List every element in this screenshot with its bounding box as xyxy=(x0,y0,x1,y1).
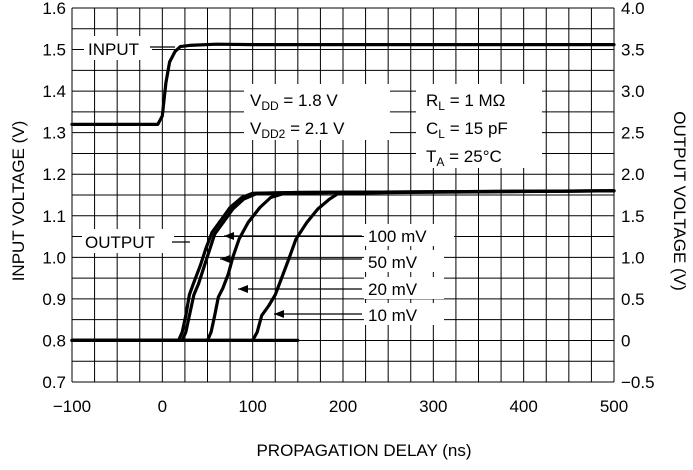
y-left-tick-label: 1.1 xyxy=(42,207,66,226)
y-right-tick-label: 1.5 xyxy=(621,207,645,226)
arrow-100mv xyxy=(224,232,234,240)
grid xyxy=(71,7,615,383)
y-right-tick-label: 1.0 xyxy=(621,248,645,267)
y-left-tick-label: 0.7 xyxy=(42,373,66,392)
arrow-50mv xyxy=(220,255,230,263)
label-100mv-bg xyxy=(364,224,454,246)
annotations: INPUT OUTPUT VDD = 1.8 V VDD2 = 2.1 V RL… xyxy=(82,36,542,325)
y-axis-left-title: INPUT VOLTAGE (V) xyxy=(9,121,28,282)
y-right-tick-label: 0 xyxy=(621,331,630,350)
x-tick-label: 400 xyxy=(509,397,537,416)
y-right-tick-label: −0.5 xyxy=(621,373,655,392)
arrow-20mv xyxy=(238,285,248,293)
series-label-100mv: 100 mV xyxy=(368,227,427,246)
series-line-50-mv xyxy=(70,189,616,342)
x-tick-label: 0 xyxy=(158,397,167,416)
y-left-tick-label: 0.9 xyxy=(42,290,66,309)
y-right-tick-label: 0.5 xyxy=(621,290,645,309)
y-left-tick-label: 1.0 xyxy=(42,248,66,267)
output-series-label: OUTPUT xyxy=(85,233,155,252)
output-label-bg xyxy=(82,229,174,253)
y-right-tick-label: 3.5 xyxy=(621,41,645,60)
y-left-tick-label: 1.4 xyxy=(42,82,66,101)
vdd-condition: VDD = 1.8 V xyxy=(250,91,338,113)
y-right-tick-label: 2.0 xyxy=(621,165,645,184)
series-label-10mv: 10 mV xyxy=(368,306,418,325)
series-label-50mv: 50 mV xyxy=(368,253,418,272)
y-left-tick-label: 0.8 xyxy=(42,331,66,350)
conditions-left-bg xyxy=(244,84,390,140)
y-axis-right-title: OUTPUT VOLTAGE (V) xyxy=(670,111,689,290)
y-right-tick-label: 4.0 xyxy=(621,0,645,18)
x-tick-label: −100 xyxy=(53,397,91,416)
vdd2-condition: VDD2 = 2.1 V xyxy=(250,119,345,141)
series-line-input xyxy=(70,42,616,126)
tick-labels: −100 0 100 200 300 400 500 0.7 0.8 0.9 1.0 1.1 1.2 1.… xyxy=(42,0,654,416)
y-left-tick-label: 1.5 xyxy=(42,41,66,60)
series-line-100-mv xyxy=(70,189,616,342)
label-50mv-bg xyxy=(364,250,444,272)
x-axis-title: PROPAGATION DELAY (ns) xyxy=(256,441,471,460)
series-line-20-mv xyxy=(70,189,616,342)
y-right-tick-label: 2.5 xyxy=(621,124,645,143)
cl-condition: CL = 15 pF xyxy=(426,119,508,141)
input-label-bg xyxy=(84,36,152,60)
y-left-tick-label: 1.2 xyxy=(42,165,66,184)
ta-condition: TA = 25°C xyxy=(426,147,502,169)
x-tick-label: 100 xyxy=(238,397,266,416)
rl-condition: RL = 1 MΩ xyxy=(426,91,505,113)
y-left-tick-label: 1.3 xyxy=(42,124,66,143)
y-left-tick-label: 1.6 xyxy=(42,0,66,18)
y-right-tick-label: 3.0 xyxy=(621,82,645,101)
x-tick-label: 200 xyxy=(329,397,357,416)
x-tick-label: 500 xyxy=(600,397,628,416)
input-series-label: INPUT xyxy=(88,40,139,59)
conditions-right-bg xyxy=(416,84,542,168)
x-tick-label: 300 xyxy=(419,397,447,416)
arrow-10mv xyxy=(274,310,284,318)
label-20mv-bg xyxy=(364,277,444,299)
label-10mv-bg xyxy=(364,303,444,325)
series-label-20mv: 20 mV xyxy=(368,280,418,299)
